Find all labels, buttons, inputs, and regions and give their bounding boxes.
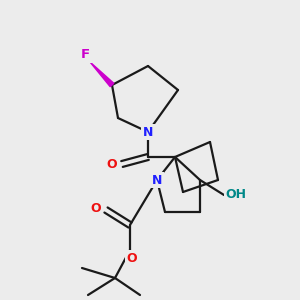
Text: O: O — [107, 158, 117, 170]
Text: F: F — [80, 49, 90, 62]
Polygon shape — [90, 62, 114, 87]
Text: N: N — [152, 173, 162, 187]
Text: O: O — [127, 251, 137, 265]
Text: OH: OH — [226, 188, 247, 202]
Text: O: O — [91, 202, 101, 214]
Text: N: N — [143, 125, 153, 139]
